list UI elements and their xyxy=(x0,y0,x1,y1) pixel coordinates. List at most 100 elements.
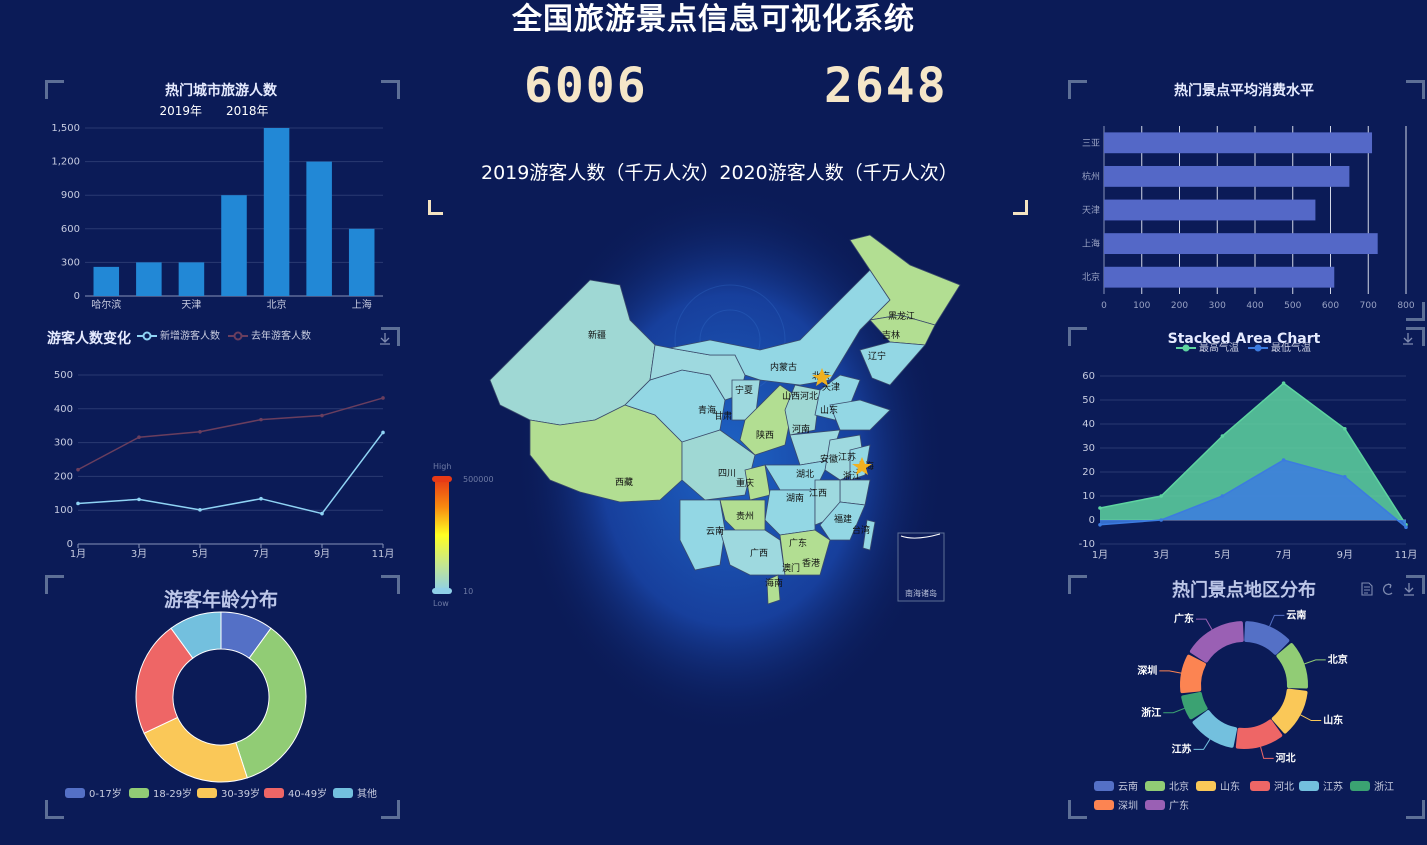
age-slice-4 xyxy=(170,611,222,659)
x-tick-label: 600 xyxy=(1322,301,1339,311)
hbar-4 xyxy=(1104,266,1335,288)
legend-new-tourists: 新增游客人数 xyxy=(160,329,220,342)
series-point xyxy=(381,396,385,400)
bar-0 xyxy=(93,266,120,296)
spending-chart-title: 热门景点平均消费水平 xyxy=(1174,82,1314,99)
region-label: 浙江 xyxy=(1141,706,1161,719)
tourist-change-chart: 游客人数变化 新增游客人数 去年游客人数 0 100 200 300 400 500 1月… xyxy=(47,329,395,560)
map-label-sichuan: 四川 xyxy=(718,469,736,479)
legend-swatch xyxy=(129,788,149,798)
x-tick-label: 0 xyxy=(1101,301,1107,311)
visual-map-legend[interactable]: High 500000 10 Low xyxy=(432,462,494,608)
region-label-line xyxy=(1260,746,1274,759)
region-label-line xyxy=(1196,618,1213,630)
download-icon[interactable] xyxy=(1401,331,1415,345)
x-tick-label: 500 xyxy=(1284,301,1301,311)
area-point xyxy=(1159,518,1163,522)
legend-label: 云南 xyxy=(1118,780,1138,793)
legend-swatch xyxy=(1094,781,1114,791)
y-tick-label: 40 xyxy=(1082,419,1095,430)
visual-map-low-label: Low xyxy=(433,599,449,608)
series-point xyxy=(198,508,202,512)
city-legend-2018: 2018年 xyxy=(226,104,269,118)
region-label: 云南 xyxy=(1286,608,1306,621)
region-label-line xyxy=(1269,614,1285,627)
spending-chart-grid xyxy=(1103,126,1407,294)
region-slice-6 xyxy=(1180,654,1206,694)
y-tick-label: 200 xyxy=(54,471,73,482)
y-tick-label: 400 xyxy=(54,404,73,415)
x-tick-label: 哈尔滨 xyxy=(91,298,121,311)
city-tourists-chart: 热门城市旅游人数 2019年 2018年 0 300 600 900 1,200 1,50… xyxy=(51,82,383,311)
y-tick-label: 三亚 xyxy=(1082,138,1100,149)
area-point xyxy=(1281,381,1286,385)
age-chart-slices xyxy=(135,611,307,783)
legend-last-year: 去年游客人数 xyxy=(251,329,311,342)
map-label-shanxi: 山西 xyxy=(782,391,800,402)
legend-swatch xyxy=(333,788,353,798)
x-tick-label: 200 xyxy=(1171,301,1188,311)
region-label: 深圳 xyxy=(1137,664,1157,677)
kpi-2020-value: 2648 xyxy=(824,58,948,114)
area-point xyxy=(1343,475,1347,479)
map-label-fujian: 福建 xyxy=(834,513,852,525)
visual-map-min: 10 xyxy=(463,587,473,596)
download-icon[interactable] xyxy=(378,331,392,345)
legend-label: 30-39岁 xyxy=(221,787,260,800)
area-chart-title: Stacked Area Chart xyxy=(1168,331,1321,347)
series-line-1 xyxy=(77,397,384,471)
area-point xyxy=(1159,494,1163,498)
y-tick-label: 1,500 xyxy=(51,123,80,134)
region-slice-7 xyxy=(1189,621,1244,663)
data-view-icon[interactable] xyxy=(1361,582,1373,596)
age-slice-2 xyxy=(143,716,248,783)
region-label: 江苏 xyxy=(1172,742,1192,755)
region-label: 广东 xyxy=(1174,612,1194,625)
hbar-1 xyxy=(1104,165,1350,187)
map-label-qinghai: 青海 xyxy=(698,404,716,416)
x-tick-label: 100 xyxy=(1133,301,1150,311)
region-slice-2 xyxy=(1271,688,1308,734)
area-fill-1 xyxy=(1100,460,1406,528)
region-label-line xyxy=(1304,659,1326,665)
area-point xyxy=(1281,458,1286,462)
map-label-chongqing: 重庆 xyxy=(736,477,754,489)
region-slice-5 xyxy=(1181,691,1208,720)
legend-label: 广东 xyxy=(1169,799,1189,812)
map-province-labels: 新疆 西藏 青海 甘肃 内蒙古 黑龙江 吉林 辽宁 宁夏 陕西 山西 河北 北京… xyxy=(588,310,915,589)
y-tick-label: 天津 xyxy=(1082,205,1100,216)
map-label-henan: 河南 xyxy=(792,423,810,435)
series-point xyxy=(320,413,324,418)
x-tick-label: 700 xyxy=(1360,301,1377,311)
south-china-sea-inset: 南海诸岛 xyxy=(897,532,945,602)
area-point xyxy=(1098,523,1102,527)
map-label-taiwan: 台湾 xyxy=(852,524,870,536)
legend-swatch xyxy=(1350,781,1370,791)
visual-map-high-label: High xyxy=(433,462,451,471)
series-line-0 xyxy=(77,432,384,515)
region-slice-4 xyxy=(1192,710,1238,748)
region-label-line xyxy=(1159,670,1182,674)
restore-icon[interactable] xyxy=(1382,583,1393,596)
x-tick-label: 11月 xyxy=(372,548,395,560)
legend-swatch xyxy=(1145,800,1165,810)
download-icon[interactable] xyxy=(1404,583,1414,596)
series-point xyxy=(259,417,263,422)
legend-swatch xyxy=(1196,781,1216,791)
legend-max-temp: 最高气温 xyxy=(1199,341,1239,354)
legend-swatch xyxy=(1094,800,1114,810)
china-map: 新疆 西藏 青海 甘肃 内蒙古 黑龙江 吉林 辽宁 宁夏 陕西 山西 河北 北京… xyxy=(432,185,961,735)
legend-label: 北京 xyxy=(1169,780,1189,793)
x-tick-label: 9月 xyxy=(314,548,330,560)
region-label: 山东 xyxy=(1323,714,1343,727)
hbar-3 xyxy=(1104,233,1378,255)
map-hotspot-markers[interactable] xyxy=(812,368,872,475)
map-provinces xyxy=(489,234,961,605)
inset-label: 南海诸岛 xyxy=(905,588,937,598)
region-label-line xyxy=(1163,707,1185,714)
map-label-tianjin: 天津 xyxy=(822,382,840,393)
